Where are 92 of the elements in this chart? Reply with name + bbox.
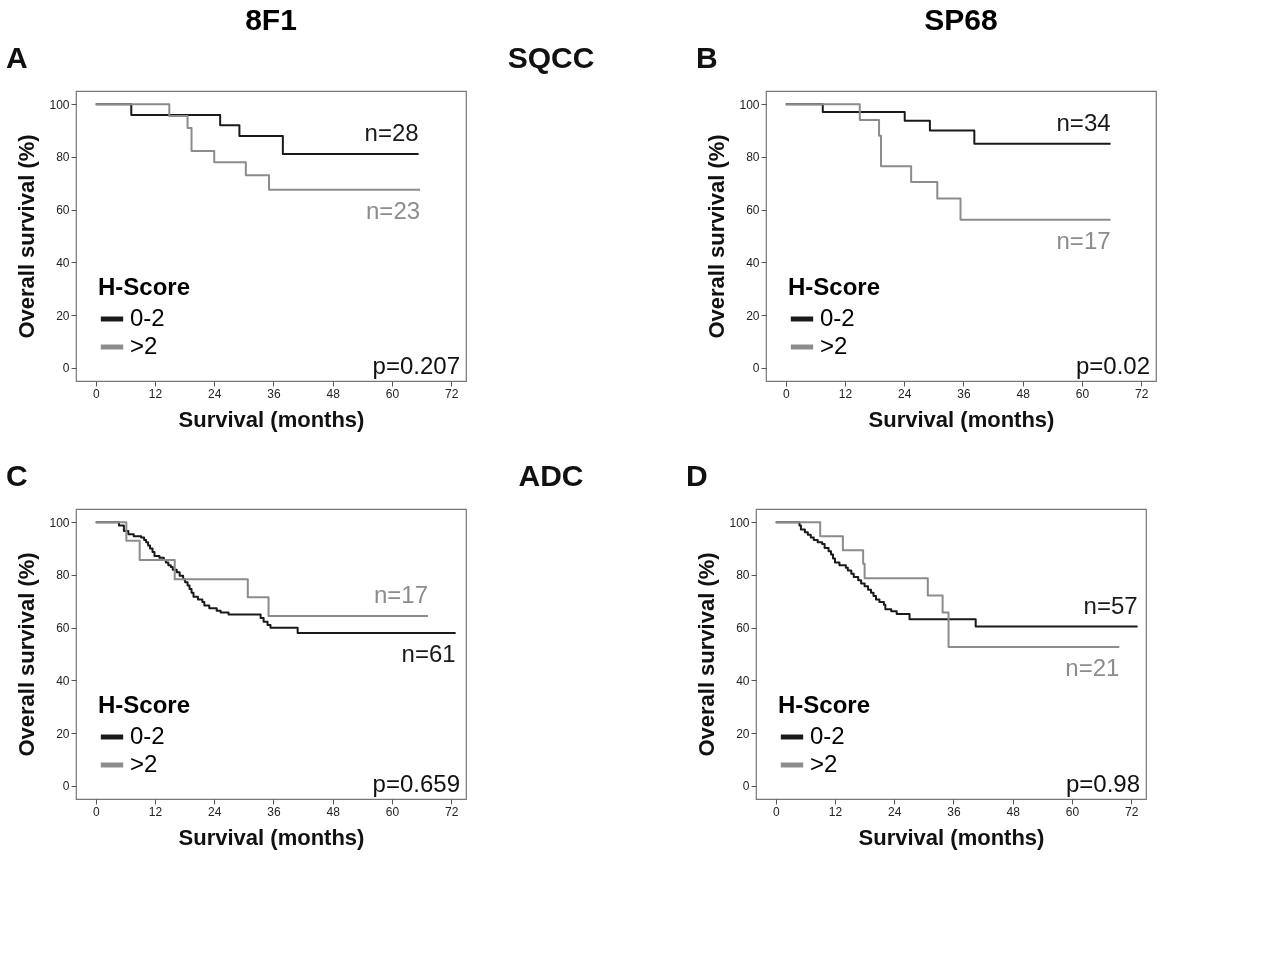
x-tick-label: 0 [772,804,780,819]
x-tick-label: 36 [267,804,281,819]
y-tick-label: 40 [736,673,750,688]
text: A [6,41,28,74]
legend-label: 0-2 [810,722,845,749]
legend-label: >2 [820,332,848,359]
y-tick-label: 0 [752,361,760,376]
annotation: p=0.207 [372,352,460,379]
x-tick-label: 36 [947,804,961,819]
y-tick-label: 60 [56,621,70,636]
y-tick-label: 100 [739,97,760,112]
x-tick-label: 24 [208,386,222,401]
legend-title: H-Score [98,273,191,300]
y-tick-label: 40 [56,255,70,270]
annotation: n=17 [373,581,428,609]
x-tick-label: 60 [385,804,400,819]
y-tick-label: 60 [736,621,750,636]
y-tick-label: 20 [56,726,70,741]
y-tick-label: 60 [56,203,70,218]
x-tick-label: 24 [888,804,902,819]
y-tick-label: 20 [56,308,70,323]
text: ADC [518,459,584,492]
y-tick-label: 0 [742,779,750,794]
x-tick-label: 12 [148,386,163,401]
text: D [686,459,708,492]
chart-title: 8F1 [245,3,297,36]
x-tick-label: 48 [1006,804,1021,819]
annotation: n=23 [366,196,421,224]
x-axis-title: Survival (months) [858,824,1045,850]
x-axis-title: Survival (months) [178,824,365,850]
x-tick-label: 0 [92,386,100,401]
y-tick-label: 0 [62,779,70,794]
y-tick-label: 80 [746,150,760,165]
y-tick-label: 20 [736,726,750,741]
x-tick-label: 72 [445,386,459,401]
y-tick-label: 40 [746,255,760,270]
x-tick-label: 60 [385,386,400,401]
y-tick-label: 80 [56,568,70,583]
legend-label: 0-2 [130,722,165,749]
y-axis-title: Overall survival (%) [694,552,720,757]
legend-label: >2 [810,750,838,777]
y-tick-label: 100 [49,97,70,112]
legend-title: H-Score [788,273,881,300]
x-tick-label: 60 [1075,386,1090,401]
x-tick-label: 48 [1016,386,1031,401]
x-tick-label: 72 [1125,804,1139,819]
annotation: n=17 [1056,226,1111,254]
annotation: p=0.659 [372,770,460,797]
chart-title: SP68 [924,3,998,36]
text: C [6,459,28,492]
annotation: n=61 [401,639,456,667]
annotation: n=28 [364,119,419,147]
y-axis-title: Overall survival (%) [14,552,40,757]
y-tick-label: 80 [56,150,70,165]
y-tick-label: 80 [736,568,750,583]
x-tick-label: 12 [148,804,163,819]
x-tick-label: 60 [1065,804,1080,819]
x-tick-label: 72 [1135,386,1149,401]
y-axis-title: Overall survival (%) [704,134,730,339]
annotation: n=34 [1056,108,1111,136]
legend-title: H-Score [98,691,191,718]
legend-label: 0-2 [130,304,165,331]
annotation: p=0.98 [1065,770,1140,797]
x-tick-label: 24 [208,804,222,819]
x-axis-title: Survival (months) [868,406,1055,432]
x-tick-label: 72 [445,804,459,819]
text: B [696,41,718,74]
legend-label: >2 [130,332,158,359]
legend-label: >2 [130,750,158,777]
x-tick-label: 0 [92,804,100,819]
text: SQCC [507,41,595,74]
y-tick-label: 20 [746,308,760,323]
y-tick-label: 40 [56,673,70,688]
annotation: n=21 [1065,653,1120,681]
y-tick-label: 100 [49,515,70,530]
x-tick-label: 12 [828,804,843,819]
legend-label: 0-2 [820,304,855,331]
y-axis-title: Overall survival (%) [14,134,40,339]
x-tick-label: 36 [267,386,281,401]
y-tick-label: 0 [62,361,70,376]
x-tick-label: 0 [782,386,790,401]
y-tick-label: 100 [729,515,750,530]
legend-title: H-Score [778,691,871,718]
x-tick-label: 48 [326,804,341,819]
annotation: n=57 [1083,591,1138,619]
x-tick-label: 12 [838,386,853,401]
annotation: p=0.02 [1075,352,1150,379]
x-tick-label: 48 [326,386,341,401]
x-tick-label: 24 [898,386,912,401]
y-tick-label: 60 [746,203,760,218]
x-tick-label: 36 [957,386,971,401]
x-axis-title: Survival (months) [178,406,365,432]
